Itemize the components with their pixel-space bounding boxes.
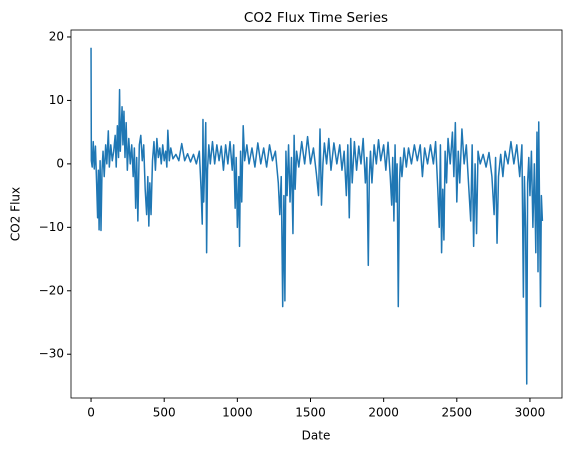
x-tick-label: 2000 [368,406,399,420]
y-tick-label: 20 [49,29,64,43]
chart-title: CO2 Flux Time Series [244,10,388,26]
x-axis-label: Date [302,429,331,443]
x-tick-label: 0 [87,406,95,420]
y-tick-label: −10 [39,220,64,234]
x-tick-label: 2500 [442,406,473,420]
x-tick-label: 1000 [222,406,253,420]
y-tick-label: −20 [39,283,64,297]
x-tick-label: 500 [153,406,176,420]
x-tick-label: 1500 [295,406,326,420]
y-tick-label: 0 [56,156,64,170]
series-line [90,47,544,385]
x-tick-label: 3000 [515,406,546,420]
y-tick-label: 10 [49,93,64,107]
plot-frame [70,29,563,399]
y-tick-label: −30 [39,347,64,361]
y-axis-label: CO2 Flux [9,187,23,241]
